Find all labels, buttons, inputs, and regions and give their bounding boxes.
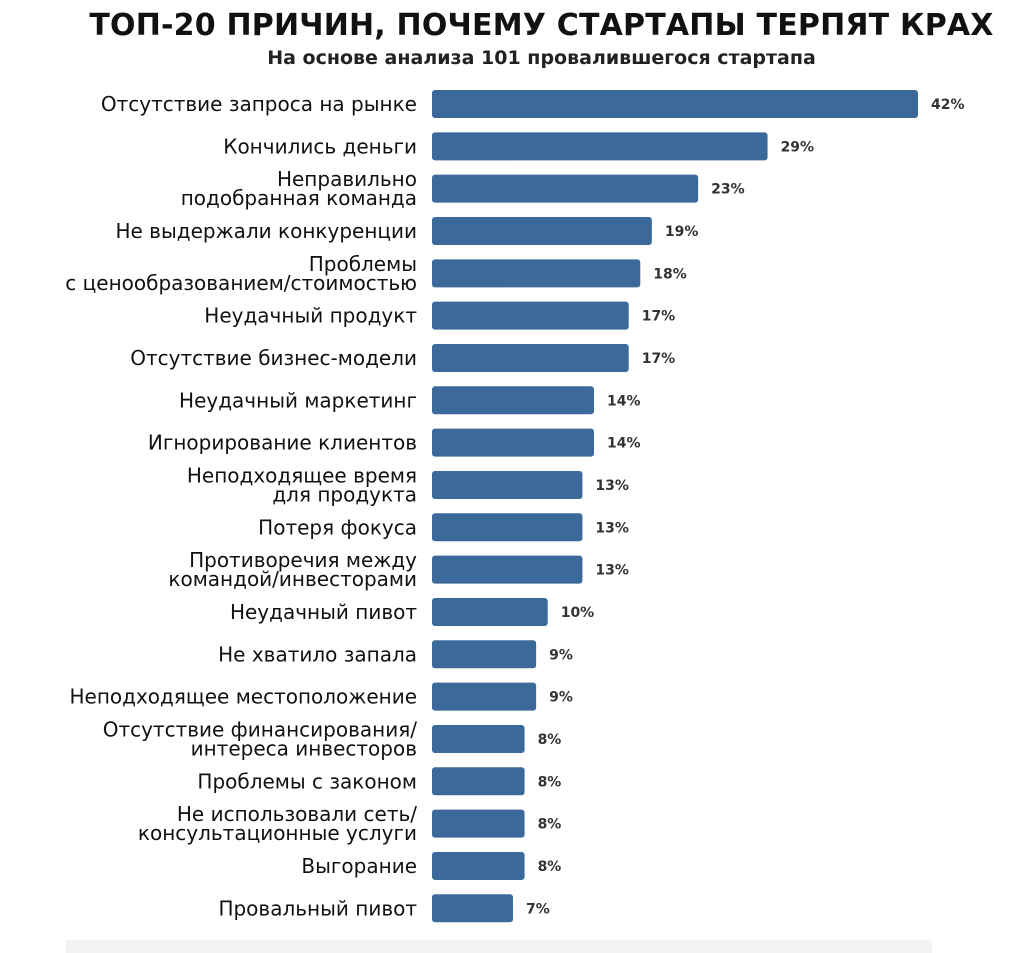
- category-label: Игнорирование клиентов: [148, 431, 417, 455]
- category-label: Отсутствие бизнес-модели: [130, 346, 417, 370]
- bar: [432, 682, 537, 711]
- value-label: 42%: [931, 97, 965, 113]
- category-label: Не использовали сеть/консультационные ус…: [138, 802, 417, 845]
- value-label: 23%: [711, 182, 745, 198]
- bar: [432, 851, 525, 880]
- category-label: Неподходящее местоположение: [69, 685, 417, 709]
- value-label: 18%: [653, 266, 687, 282]
- category-label: Отсутствие запроса на рынке: [101, 92, 417, 116]
- value-label: 8%: [538, 817, 562, 833]
- category-label: Неудачный пивот: [230, 600, 417, 624]
- chart-subtitle: На основе анализа 101 провалившегося ста…: [267, 47, 816, 69]
- category-label: Отсутствие финансирования/интереса инвес…: [103, 717, 418, 760]
- bar: [432, 132, 768, 161]
- category-label: Провальный пивот: [218, 896, 417, 920]
- value-label: 13%: [595, 478, 629, 494]
- bars-layer: [432, 90, 918, 923]
- bar: [432, 301, 629, 330]
- value-label: 14%: [607, 393, 641, 409]
- bar: [432, 386, 594, 415]
- category-label: Неправильно подобранная команда: [181, 167, 417, 210]
- value-label: 14%: [607, 436, 641, 452]
- category-label: Выгорание: [301, 854, 417, 878]
- category-label: Неудачный продукт: [204, 304, 417, 328]
- value-label: 8%: [538, 774, 562, 790]
- bar: [432, 640, 537, 669]
- bar: [432, 343, 629, 372]
- category-label: Неудачный маркетинг: [179, 388, 417, 412]
- value-label: 17%: [642, 351, 676, 367]
- value-label: 9%: [549, 647, 573, 663]
- category-label: Проблемы с законом: [197, 769, 417, 793]
- bar: [432, 809, 525, 838]
- value-labels: 42% 29% 23% 19% 18% 17% 17% 14% 14% 13% 13% 13% 10% 9…: [526, 97, 965, 917]
- value-label: 8%: [538, 859, 562, 875]
- value-label: 29%: [781, 139, 815, 155]
- category-label: Кончились деньги: [223, 134, 417, 158]
- category-labels: Отсутствие запроса на рынке Кончились ден…: [65, 92, 417, 920]
- bar: [432, 428, 594, 457]
- bar: [432, 90, 918, 118]
- value-label: 9%: [549, 690, 573, 706]
- value-label: 10%: [561, 605, 595, 621]
- category-label: Не выдержали конкуренции: [115, 219, 417, 243]
- category-label: Противоречия между командой/инвесторами: [168, 548, 417, 591]
- value-label: 13%: [595, 563, 629, 579]
- category-label: Потеря фокуса: [258, 515, 417, 539]
- bar: [432, 597, 548, 626]
- category-label: Неподходящее время для продукта: [187, 463, 417, 506]
- bar: [432, 894, 513, 923]
- bar: [432, 259, 641, 288]
- value-label: 13%: [595, 520, 629, 536]
- value-label: 17%: [642, 309, 676, 325]
- category-label: Не хватило запала: [218, 642, 417, 666]
- value-label: 8%: [538, 732, 562, 748]
- chart-title: ТОП-20 ПРИЧИН, ПОЧЕМУ СТАРТАПЫ ТЕРПЯТ КР…: [89, 8, 994, 43]
- bar: [432, 724, 525, 753]
- bar: [432, 767, 525, 796]
- value-label: 19%: [665, 224, 699, 240]
- bar: [432, 174, 699, 203]
- bar: [432, 216, 652, 245]
- plot-panel: [66, 940, 932, 953]
- bar: [432, 555, 583, 584]
- value-label: 7%: [526, 901, 550, 917]
- bar: [432, 470, 583, 499]
- category-label: Проблемы с ценообразованием/стоимостью: [65, 252, 417, 295]
- bar: [432, 513, 583, 542]
